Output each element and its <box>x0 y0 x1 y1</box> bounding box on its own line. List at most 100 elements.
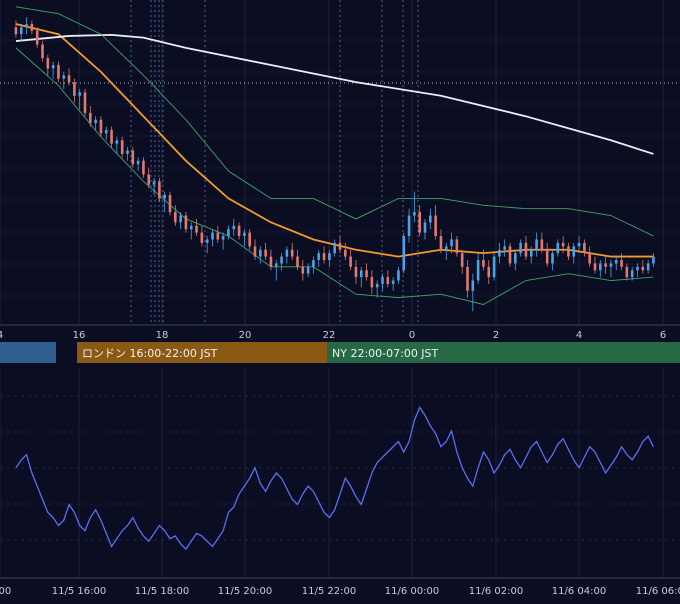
candle-body <box>344 249 347 257</box>
candle-body <box>620 260 623 267</box>
candle-body <box>391 280 395 284</box>
candle-body <box>646 263 650 271</box>
candle-body <box>264 249 267 257</box>
price-x-tick-label: 2 <box>493 330 499 341</box>
overlay-line-1 <box>15 33 654 155</box>
candle-body <box>397 270 400 281</box>
candle-body <box>243 232 246 237</box>
price-x-tick-label: 22 <box>323 330 336 341</box>
candle-body <box>285 249 289 257</box>
candle-body <box>147 174 151 185</box>
session-label: NY 22:00-07:00 JST <box>332 347 439 360</box>
candle-body <box>94 119 97 124</box>
candle-body <box>588 253 591 264</box>
candle-body <box>514 253 517 264</box>
osc-x-tick-label: 11/6 04:00 <box>552 586 606 597</box>
candle-body <box>609 263 613 267</box>
candle-body <box>460 253 464 267</box>
candle-body <box>630 270 634 278</box>
candle-body <box>535 239 538 250</box>
candle-body <box>221 236 225 240</box>
candle-body <box>593 263 597 271</box>
candle-body <box>296 256 299 267</box>
candle-body <box>583 242 586 254</box>
candle-body <box>259 249 262 257</box>
candle-body <box>482 260 485 267</box>
candle-body <box>301 266 305 274</box>
candle-body <box>67 75 71 83</box>
candle-body <box>354 266 358 278</box>
candle-body <box>168 195 172 213</box>
price-x-tick-label: 4 <box>0 330 3 341</box>
candle-body <box>25 23 28 28</box>
candle-body <box>476 260 480 281</box>
price-x-tick-label: 18 <box>156 330 169 341</box>
candle-body <box>158 181 161 199</box>
candle-body <box>280 256 283 264</box>
session-label: ロンドン 16:00-22:00 JST <box>82 347 218 360</box>
candle-body <box>359 270 363 278</box>
candle-body <box>211 232 214 240</box>
candle-body <box>434 215 437 237</box>
candle-body <box>370 277 374 288</box>
candle-body <box>636 266 639 271</box>
candle-body <box>529 249 533 257</box>
candle-body <box>312 260 315 267</box>
candle-body <box>652 256 655 264</box>
candle-body <box>131 150 135 165</box>
candle-body <box>317 253 321 260</box>
candle-body <box>455 239 459 254</box>
candle-body <box>35 30 39 45</box>
oscillator-line <box>15 405 655 551</box>
candle-body <box>386 277 390 284</box>
candle-body <box>104 130 108 134</box>
candle-body <box>439 236 443 250</box>
candle-body <box>152 181 156 185</box>
candle-body <box>561 242 565 247</box>
candle-body <box>545 249 549 264</box>
candle-body <box>46 58 50 69</box>
candle-body <box>248 232 251 247</box>
candle-body <box>110 130 113 144</box>
osc-x-tick-label: 11/5 22:00 <box>302 586 356 597</box>
candle-body <box>14 27 18 35</box>
candle-body <box>232 225 236 230</box>
candle-body <box>641 266 645 271</box>
candle-body <box>99 119 103 134</box>
candle-body <box>142 160 145 175</box>
candle-body <box>487 266 491 278</box>
candle-body <box>604 263 607 267</box>
candle-body <box>551 253 554 264</box>
candle-body <box>89 112 92 124</box>
candle-body <box>290 249 294 257</box>
candle-body <box>471 280 475 291</box>
osc-x-tick-label: 11/5 18:00 <box>135 586 189 597</box>
price-x-tick-label: 16 <box>73 330 86 341</box>
candle-body <box>184 215 188 230</box>
candle-body <box>237 225 241 237</box>
candle-body <box>423 222 427 233</box>
candle-body <box>216 232 220 240</box>
candle-body <box>83 92 87 113</box>
candle-body <box>508 246 512 264</box>
candle-body <box>62 75 66 79</box>
candle-body <box>572 246 576 257</box>
osc-x-tick-label: 11/6 00:00 <box>385 586 439 597</box>
candle-body <box>450 239 453 247</box>
candle-body <box>492 256 496 278</box>
candle-body <box>381 277 384 284</box>
candle-body <box>73 82 76 96</box>
candle-body <box>418 212 421 233</box>
osc-x-tick-label: 11/6 06:00 <box>636 586 680 597</box>
candle-body <box>338 242 342 250</box>
price-x-tick-label: 6 <box>660 330 666 341</box>
candle-body <box>306 266 310 274</box>
candle-body <box>269 256 273 267</box>
candle-body <box>322 253 326 260</box>
candle-body <box>163 195 166 199</box>
candle-body <box>349 256 352 267</box>
candle-body <box>498 249 501 257</box>
candle-body <box>227 229 230 237</box>
candle-body <box>503 246 506 250</box>
candle-body <box>19 27 23 35</box>
